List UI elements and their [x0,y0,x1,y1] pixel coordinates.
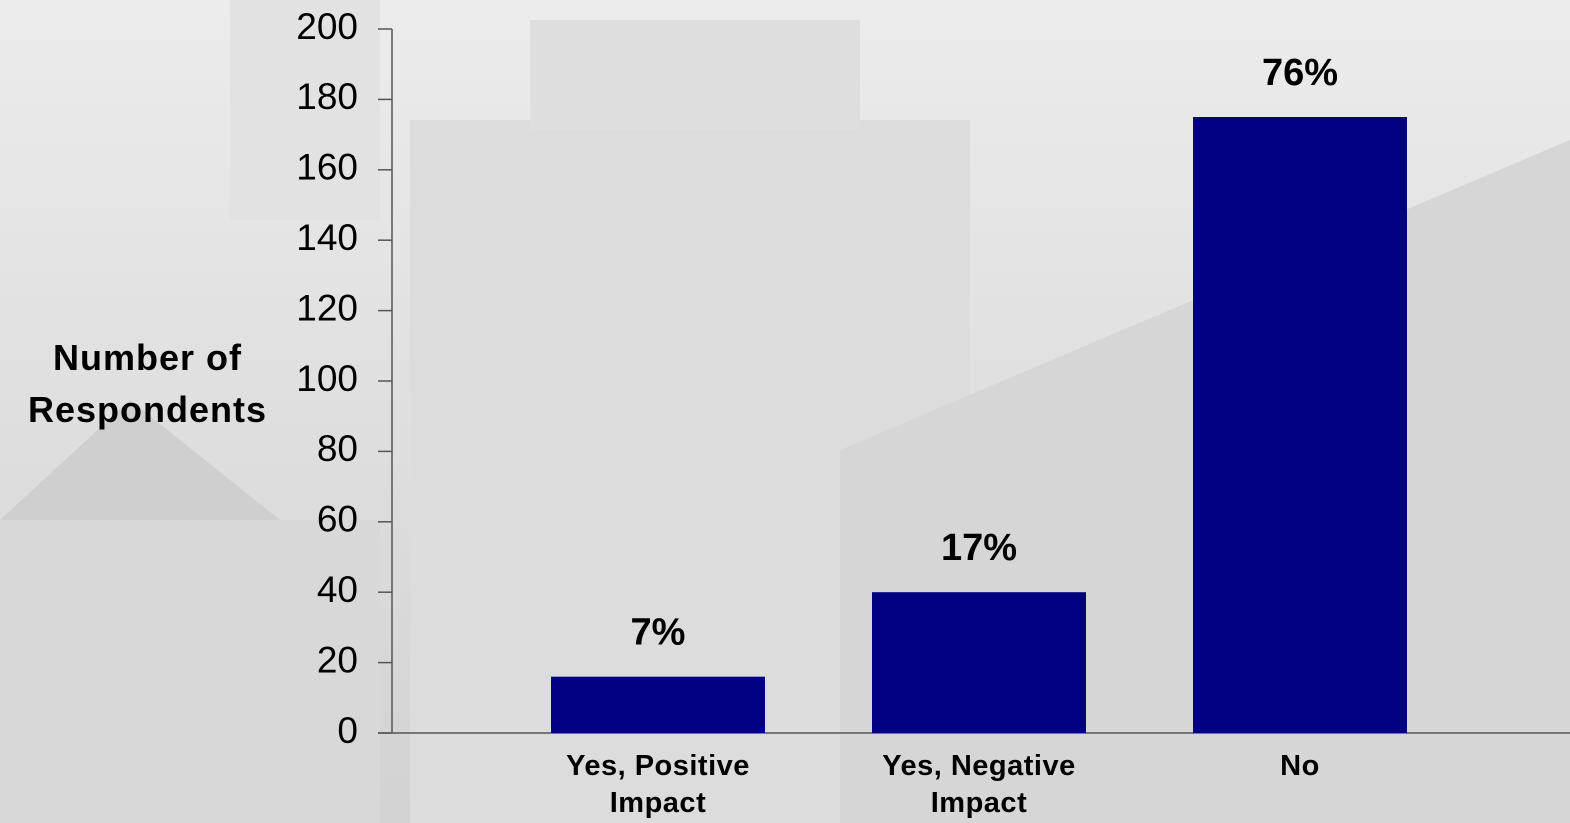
y-tick-label: 80 [317,428,358,469]
y-tick-label: 100 [296,358,358,399]
y-tick-label: 160 [296,147,358,188]
x-tick-label: Yes, Positive Impact [566,750,750,819]
bar [551,676,765,733]
y-tick-label: 180 [296,76,358,117]
value-label: 76% [1262,52,1338,94]
y-tick-label: 0 [337,710,358,751]
y-tick-label: 20 [317,639,358,680]
x-tick-label: Yes, Negative Impact [882,750,1076,819]
bar [872,592,1086,733]
y-tick-label: 60 [317,499,358,540]
x-tick-label: No [1280,750,1320,782]
value-label: 7% [631,612,686,654]
y-tick-label: 200 [296,6,358,47]
y-tick-label: 120 [296,287,358,328]
y-tick-label: 40 [317,569,358,610]
bar [1193,117,1407,733]
y-axis-label: Number of Respondents [27,337,268,430]
y-tick-label: 140 [296,217,358,258]
value-label: 17% [941,527,1017,569]
